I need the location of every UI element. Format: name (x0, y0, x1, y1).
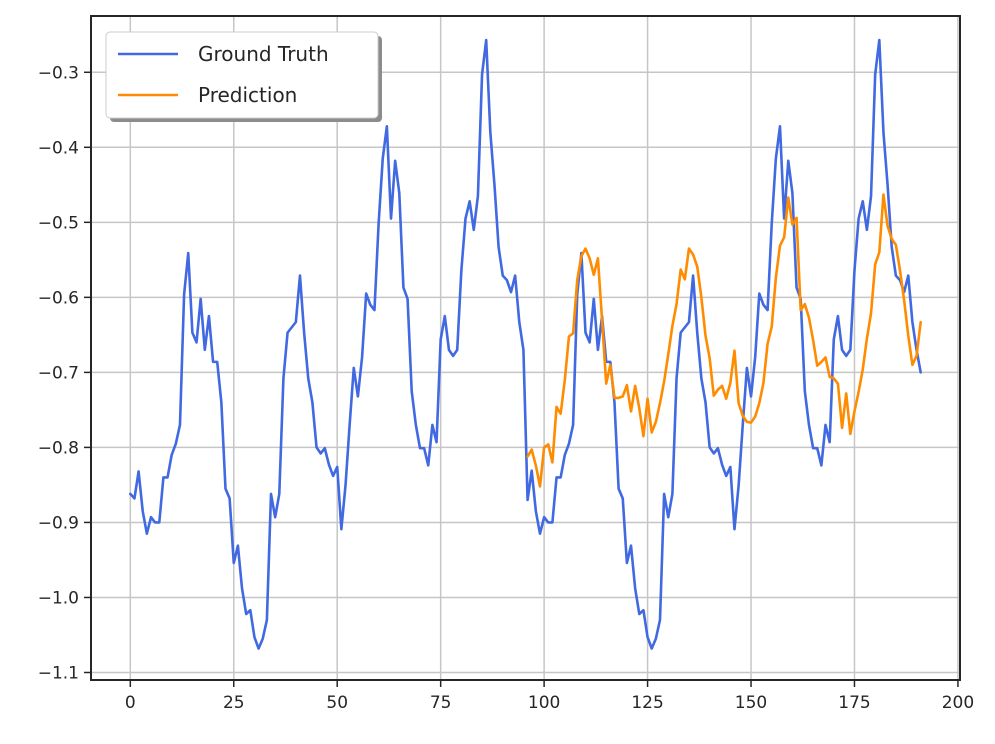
series-line-prediction (526, 193, 922, 488)
y-tick-label: −1.1 (38, 663, 79, 683)
x-axis: 0 25 50 75 100 125 150 175 200 (125, 680, 974, 713)
y-tick-label: −0.3 (38, 63, 79, 83)
x-tick-label: 150 (735, 693, 767, 713)
x-tick-label: 175 (838, 693, 870, 713)
x-tick-label: 200 (942, 693, 974, 713)
series-line-ground-truth (129, 38, 922, 650)
grid (91, 16, 960, 680)
y-tick-label: −0.7 (38, 363, 79, 383)
y-tick-label: −0.9 (38, 513, 79, 533)
series-layer (129, 38, 922, 650)
x-tick-label: 0 (125, 693, 136, 713)
y-tick-label: −0.4 (38, 138, 79, 158)
y-tick-label: −0.8 (38, 438, 79, 458)
x-tick-label: 100 (528, 693, 560, 713)
y-tick-label: −0.5 (38, 213, 79, 233)
x-tick-label: 75 (430, 693, 452, 713)
legend-label-ground-truth: Ground Truth (198, 42, 329, 66)
legend-label-prediction: Prediction (198, 83, 297, 107)
y-tick-label: −1.0 (38, 588, 79, 608)
x-tick-label: 25 (223, 693, 245, 713)
x-tick-label: 50 (326, 693, 348, 713)
y-axis: −1.1 −1.0 −0.9 −0.8 −0.7 −0.6 −0.5 −0.4 −0.3 (38, 63, 91, 683)
y-tick-label: −0.6 (38, 288, 79, 308)
axes-frame (90, 15, 961, 681)
legend: Ground Truth Prediction (105, 31, 382, 122)
x-tick-label: 125 (631, 693, 663, 713)
